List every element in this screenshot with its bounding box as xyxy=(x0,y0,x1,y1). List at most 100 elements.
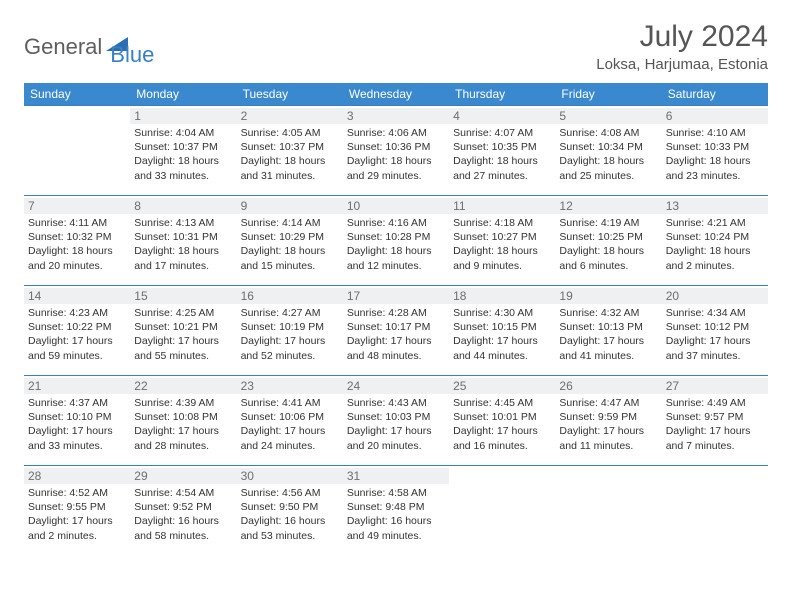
day-number: 27 xyxy=(662,378,768,394)
day-info: Sunrise: 4:08 AMSunset: 10:34 PMDaylight… xyxy=(559,126,657,183)
day-info: Sunrise: 4:11 AMSunset: 10:32 PMDaylight… xyxy=(28,216,126,273)
title-block: July 2024 Loksa, Harjumaa, Estonia xyxy=(596,20,768,73)
calendar-day-cell: 1 Sunrise: 4:04 AMSunset: 10:37 PMDayligh… xyxy=(130,106,236,196)
day-info: Sunrise: 4:16 AMSunset: 10:28 PMDaylight… xyxy=(347,216,445,273)
day-info: Sunrise: 4:13 AMSunset: 10:31 PMDaylight… xyxy=(134,216,232,273)
day-number: 14 xyxy=(24,288,130,304)
calendar-day-cell: 31Sunrise: 4:58 AMSunset: 9:48 PMDayligh… xyxy=(343,466,449,556)
calendar-day-cell: 12Sunrise: 4:19 AMSunset: 10:25 PMDaylig… xyxy=(555,196,661,286)
day-info: Sunrise: 4:47 AMSunset: 9:59 PMDaylight:… xyxy=(559,396,657,453)
logo-text-blue: Blue xyxy=(110,42,154,68)
day-number: 26 xyxy=(555,378,661,394)
day-number: 16 xyxy=(237,288,343,304)
day-number: 30 xyxy=(237,468,343,484)
calendar-head: SundayMondayTuesdayWednesdayThursdayFrid… xyxy=(24,83,768,106)
day-number: 24 xyxy=(343,378,449,394)
day-number: 20 xyxy=(662,288,768,304)
calendar-day-cell xyxy=(555,466,661,556)
weekday-header: Saturday xyxy=(662,83,768,106)
logo-text-general: General xyxy=(24,34,102,60)
day-number: 31 xyxy=(343,468,449,484)
day-info: Sunrise: 4:39 AMSunset: 10:08 PMDaylight… xyxy=(134,396,232,453)
calendar-day-cell: 7 Sunrise: 4:11 AMSunset: 10:32 PMDayligh… xyxy=(24,196,130,286)
calendar-day-cell: 17Sunrise: 4:28 AMSunset: 10:17 PMDaylig… xyxy=(343,286,449,376)
day-number: 9 xyxy=(237,198,343,214)
day-info: Sunrise: 4:06 AMSunset: 10:36 PMDaylight… xyxy=(347,126,445,183)
calendar-day-cell: 2 Sunrise: 4:05 AMSunset: 10:37 PMDayligh… xyxy=(237,106,343,196)
day-info: Sunrise: 4:18 AMSunset: 10:27 PMDaylight… xyxy=(453,216,551,273)
calendar-day-cell: 28 Sunrise: 4:52 AMSunset: 9:55 PMDayligh… xyxy=(24,466,130,556)
day-number: 15 xyxy=(130,288,236,304)
day-number: 25 xyxy=(449,378,555,394)
day-info: Sunrise: 4:19 AMSunset: 10:25 PMDaylight… xyxy=(559,216,657,273)
calendar-day-cell: 5 Sunrise: 4:08 AMSunset: 10:34 PMDayligh… xyxy=(555,106,661,196)
day-info: Sunrise: 4:41 AMSunset: 10:06 PMDaylight… xyxy=(241,396,339,453)
day-info: Sunrise: 4:28 AMSunset: 10:17 PMDaylight… xyxy=(347,306,445,363)
calendar-day-cell xyxy=(662,466,768,556)
calendar-day-cell: 27Sunrise: 4:49 AMSunset: 9:57 PMDayligh… xyxy=(662,376,768,466)
day-info: Sunrise: 4:23 AMSunset: 10:22 PMDaylight… xyxy=(28,306,126,363)
weekday-header: Monday xyxy=(130,83,236,106)
calendar-day-cell: 9 Sunrise: 4:14 AMSunset: 10:29 PMDayligh… xyxy=(237,196,343,286)
calendar-day-cell: 26 Sunrise: 4:47 AMSunset: 9:59 PMDayligh… xyxy=(555,376,661,466)
day-info: Sunrise: 4:52 AMSunset: 9:55 PMDaylight:… xyxy=(28,486,126,543)
weekday-header: Tuesday xyxy=(237,83,343,106)
calendar-day-cell: 20Sunrise: 4:34 AMSunset: 10:12 PMDaylig… xyxy=(662,286,768,376)
weekday-header: Sunday xyxy=(24,83,130,106)
calendar-day-cell: 29Sunrise: 4:54 AMSunset: 9:52 PMDayligh… xyxy=(130,466,236,556)
day-info: Sunrise: 4:07 AMSunset: 10:35 PMDaylight… xyxy=(453,126,551,183)
day-info: Sunrise: 4:14 AMSunset: 10:29 PMDaylight… xyxy=(241,216,339,273)
day-info: Sunrise: 4:54 AMSunset: 9:52 PMDaylight:… xyxy=(134,486,232,543)
page-title: July 2024 xyxy=(596,20,768,54)
day-number: 3 xyxy=(343,108,449,124)
location-text: Loksa, Harjumaa, Estonia xyxy=(596,56,768,73)
calendar-day-cell: 24 Sunrise: 4:43 AMSunset: 10:03 PMDaylig… xyxy=(343,376,449,466)
calendar-day-cell: 19 Sunrise: 4:32 AMSunset: 10:13 PMDaylig… xyxy=(555,286,661,376)
calendar-day-cell: 18Sunrise: 4:30 AMSunset: 10:15 PMDaylig… xyxy=(449,286,555,376)
day-number: 23 xyxy=(237,378,343,394)
calendar-day-cell: 6Sunrise: 4:10 AMSunset: 10:33 PMDayligh… xyxy=(662,106,768,196)
calendar-day-cell: 30Sunrise: 4:56 AMSunset: 9:50 PMDayligh… xyxy=(237,466,343,556)
calendar-day-cell: 3 Sunrise: 4:06 AMSunset: 10:36 PMDayligh… xyxy=(343,106,449,196)
calendar-day-cell: 21 Sunrise: 4:37 AMSunset: 10:10 PMDaylig… xyxy=(24,376,130,466)
day-info: Sunrise: 4:05 AMSunset: 10:37 PMDaylight… xyxy=(241,126,339,183)
day-info: Sunrise: 4:25 AMSunset: 10:21 PMDaylight… xyxy=(134,306,232,363)
calendar-day-cell: 25Sunrise: 4:45 AMSunset: 10:01 PMDaylig… xyxy=(449,376,555,466)
weekday-header: Friday xyxy=(555,83,661,106)
day-number: 8 xyxy=(130,198,236,214)
calendar-day-cell: 10Sunrise: 4:16 AMSunset: 10:28 PMDaylig… xyxy=(343,196,449,286)
day-info: Sunrise: 4:21 AMSunset: 10:24 PMDaylight… xyxy=(666,216,764,273)
day-info: Sunrise: 4:04 AMSunset: 10:37 PMDaylight… xyxy=(134,126,232,183)
day-info: Sunrise: 4:27 AMSunset: 10:19 PMDaylight… xyxy=(241,306,339,363)
calendar-week-row: 21 Sunrise: 4:37 AMSunset: 10:10 PMDaylig… xyxy=(24,376,768,466)
calendar-week-row: 7 Sunrise: 4:11 AMSunset: 10:32 PMDayligh… xyxy=(24,196,768,286)
calendar-week-row: 14 Sunrise: 4:23 AMSunset: 10:22 PMDaylig… xyxy=(24,286,768,376)
calendar-week-row: 1 Sunrise: 4:04 AMSunset: 10:37 PMDayligh… xyxy=(24,106,768,196)
day-number: 18 xyxy=(449,288,555,304)
calendar-day-cell: 14 Sunrise: 4:23 AMSunset: 10:22 PMDaylig… xyxy=(24,286,130,376)
day-info: Sunrise: 4:43 AMSunset: 10:03 PMDaylight… xyxy=(347,396,445,453)
calendar-table: SundayMondayTuesdayWednesdayThursdayFrid… xyxy=(24,83,768,556)
day-number: 21 xyxy=(24,378,130,394)
calendar-day-cell: 23 Sunrise: 4:41 AMSunset: 10:06 PMDaylig… xyxy=(237,376,343,466)
calendar-day-cell: 8 Sunrise: 4:13 AMSunset: 10:31 PMDayligh… xyxy=(130,196,236,286)
weekday-header: Thursday xyxy=(449,83,555,106)
calendar-day-cell: 4 Sunrise: 4:07 AMSunset: 10:35 PMDayligh… xyxy=(449,106,555,196)
calendar-day-cell: 22 Sunrise: 4:39 AMSunset: 10:08 PMDaylig… xyxy=(130,376,236,466)
day-number: 11 xyxy=(449,198,555,214)
day-info: Sunrise: 4:32 AMSunset: 10:13 PMDaylight… xyxy=(559,306,657,363)
day-number: 7 xyxy=(24,198,130,214)
day-number: 22 xyxy=(130,378,236,394)
day-info: Sunrise: 4:10 AMSunset: 10:33 PMDaylight… xyxy=(666,126,764,183)
day-number: 1 xyxy=(130,108,236,124)
calendar-day-cell: 13Sunrise: 4:21 AMSunset: 10:24 PMDaylig… xyxy=(662,196,768,286)
day-number: 19 xyxy=(555,288,661,304)
day-info: Sunrise: 4:37 AMSunset: 10:10 PMDaylight… xyxy=(28,396,126,453)
day-number: 2 xyxy=(237,108,343,124)
day-number: 28 xyxy=(24,468,130,484)
logo: General Blue xyxy=(24,26,154,68)
day-number: 4 xyxy=(449,108,555,124)
header: General Blue July 2024 Loksa, Harjumaa, … xyxy=(24,20,768,73)
day-number: 5 xyxy=(555,108,661,124)
calendar-day-cell xyxy=(449,466,555,556)
